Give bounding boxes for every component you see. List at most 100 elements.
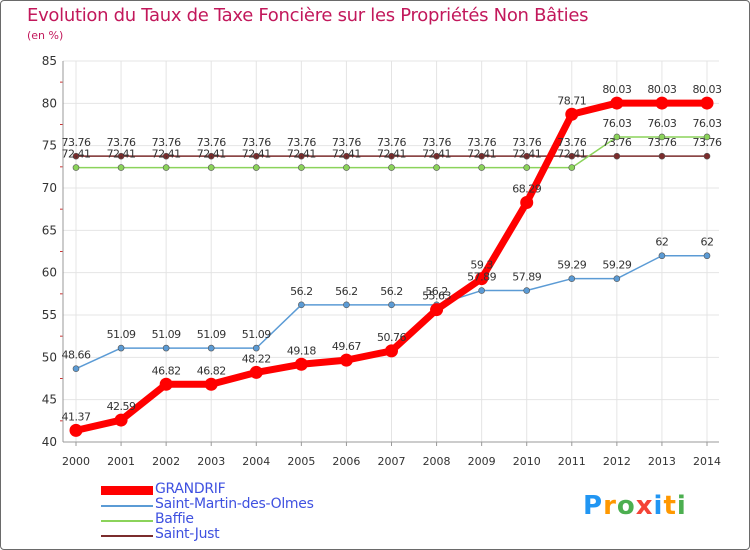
data-label: 73.76 [242,136,271,149]
data-label: 73.76 [422,136,451,149]
y-axis-unit: (en %) [27,29,64,42]
data-point [523,164,531,171]
data-label: 72.41 [422,148,451,161]
data-label: 49.67 [332,340,361,353]
data-point [162,344,170,352]
data-label: 76.03 [693,117,722,130]
data-point [565,107,579,121]
data-point [703,252,711,260]
data-label: 57.89 [467,271,496,284]
data-point [207,152,215,160]
data-point [658,133,666,141]
data-point [159,377,173,391]
data-point [388,301,395,309]
x-tick-label: 2009 [468,455,496,468]
y-tick-label: 45 [42,393,57,407]
data-label: 73.76 [512,136,541,149]
data-label: 80.03 [602,83,631,96]
data-label: 73.76 [332,136,361,149]
data-label: 55.63 [422,290,451,303]
data-point [658,252,666,260]
data-label: 72.41 [557,148,586,161]
data-point [252,344,260,352]
data-point [69,423,83,437]
legend-label: Baffie [155,511,194,527]
data-label: 72.41 [467,148,496,161]
data-label: 72.41 [197,148,226,161]
data-point [252,152,260,160]
data-label: 73.76 [107,136,136,149]
data-label: 59.29 [557,259,586,272]
data-label: 73.76 [467,136,496,149]
data-label: 50.76 [377,331,406,344]
data-label: 57.89 [512,271,541,284]
data-point [343,301,350,309]
x-tick-label: 2008 [423,455,451,468]
legend-label: GRANDRIF [155,481,226,497]
x-tick-label: 2005 [287,455,315,468]
data-label: 73.76 [287,136,316,149]
data-point [568,152,576,160]
y-tick-label: 55 [42,308,57,322]
data-point [162,164,170,171]
data-label: 51.09 [242,328,271,341]
data-label: 72.41 [377,148,406,161]
data-point [298,152,305,160]
data-label: 76.03 [602,117,631,130]
data-point [475,272,489,286]
y-tick-label: 75 [42,139,57,153]
x-tick-label: 2007 [378,455,406,468]
data-point [613,133,621,141]
data-point [72,164,80,171]
y-tick-label: 85 [42,54,57,68]
legend-swatch [101,535,153,537]
x-tick-label: 2011 [558,455,586,468]
data-label: 72.41 [107,148,136,161]
data-label: 72.41 [152,148,181,161]
data-label: 73.76 [62,136,91,149]
logo-letter: i [676,491,687,521]
data-label: 73.76 [377,136,406,149]
data-label: 68.29 [512,182,541,195]
data-point [658,152,666,160]
x-tick-label: 2006 [332,455,360,468]
data-point [478,164,485,171]
data-point [703,133,711,141]
x-tick-label: 2010 [513,455,541,468]
data-point [117,344,125,352]
data-label: 73.76 [693,136,722,149]
data-point [298,301,305,309]
data-point [343,152,350,160]
data-label: 80.03 [693,83,722,96]
data-label: 62 [701,236,714,249]
data-point [613,275,621,282]
x-tick-label: 2002 [152,455,180,468]
data-point [430,303,444,317]
data-point [478,287,485,294]
data-point [700,96,714,110]
data-point [523,287,531,294]
data-label: 59.3 [470,259,493,272]
x-tick-label: 2000 [62,455,90,468]
data-label: 72.41 [62,148,91,161]
logo-letter: t [663,491,677,521]
data-point [433,152,440,160]
data-point [610,96,624,110]
data-label: 56.2 [380,285,403,298]
chart-title: Evolution du Taux de Taxe Foncière sur l… [27,5,589,26]
x-tick-label: 2012 [603,455,631,468]
data-label: 78.71 [557,94,586,107]
x-tick-label: 2004 [242,455,270,468]
data-point [298,164,305,171]
data-point [207,164,215,171]
logo-letter: P [583,491,604,521]
x-tick-label: 2013 [648,455,676,468]
data-point [204,377,218,391]
data-point [388,152,395,160]
data-point [72,152,80,160]
data-label: 41.37 [62,410,91,423]
data-point [162,152,170,160]
data-label: 73.76 [197,136,226,149]
data-label: 49.18 [287,344,316,357]
